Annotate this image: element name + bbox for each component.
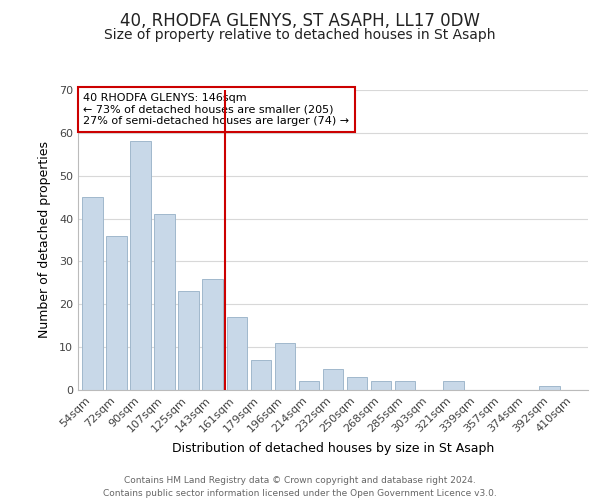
Bar	[251, 360, 271, 390]
Y-axis label: Number of detached properties: Number of detached properties	[38, 142, 50, 338]
Text: Size of property relative to detached houses in St Asaph: Size of property relative to detached ho…	[104, 28, 496, 42]
Bar	[130, 142, 151, 390]
Bar	[202, 278, 223, 390]
Bar	[539, 386, 560, 390]
Bar	[443, 382, 464, 390]
Bar	[106, 236, 127, 390]
Bar	[347, 377, 367, 390]
Bar	[178, 292, 199, 390]
Bar	[82, 197, 103, 390]
Text: 40, RHODFA GLENYS, ST ASAPH, LL17 0DW: 40, RHODFA GLENYS, ST ASAPH, LL17 0DW	[120, 12, 480, 30]
Bar	[275, 343, 295, 390]
Bar	[395, 382, 415, 390]
Bar	[323, 368, 343, 390]
Bar	[299, 382, 319, 390]
Bar	[371, 382, 391, 390]
Bar	[227, 317, 247, 390]
Text: Contains HM Land Registry data © Crown copyright and database right 2024.
Contai: Contains HM Land Registry data © Crown c…	[103, 476, 497, 498]
X-axis label: Distribution of detached houses by size in St Asaph: Distribution of detached houses by size …	[172, 442, 494, 455]
Text: 40 RHODFA GLENYS: 146sqm
← 73% of detached houses are smaller (205)
27% of semi-: 40 RHODFA GLENYS: 146sqm ← 73% of detach…	[83, 93, 349, 126]
Bar	[154, 214, 175, 390]
